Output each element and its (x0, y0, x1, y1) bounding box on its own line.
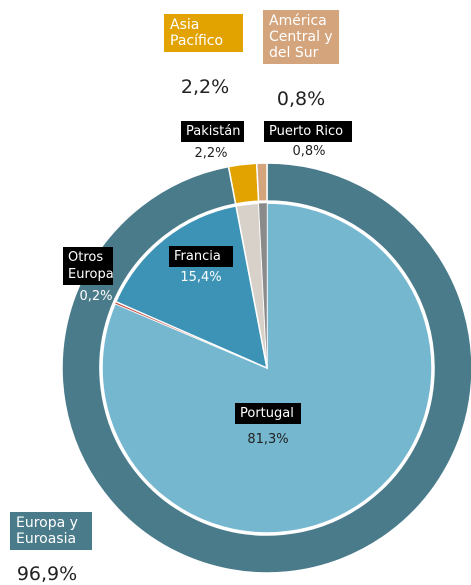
slice-label: Asia Pacífico (164, 14, 243, 52)
slice-label: Pakistán (181, 121, 244, 142)
value-label: 96,9% (16, 563, 78, 585)
slice-label: Portugal (235, 403, 301, 424)
value-label: 2,2% (180, 76, 230, 98)
value-label: 15,4% (180, 270, 222, 285)
slice-label: Puerto Rico (264, 121, 352, 142)
value-label: 81,3% (247, 432, 289, 447)
pie-slice (101, 202, 433, 534)
slice-label: Europa y Euroasia (10, 512, 92, 550)
slice-label: Otros Europa (63, 247, 114, 285)
value-label: 0,8% (292, 144, 326, 159)
ring-segment (255, 162, 268, 202)
pie-slice (258, 202, 268, 369)
value-label: 0,8% (276, 88, 326, 110)
ring-segment (61, 162, 471, 574)
slice-label: Francia (169, 246, 233, 267)
slice-label: América Central y del Sur (263, 10, 339, 64)
value-label: 0,2% (79, 289, 113, 304)
value-label: 2,2% (194, 146, 228, 161)
